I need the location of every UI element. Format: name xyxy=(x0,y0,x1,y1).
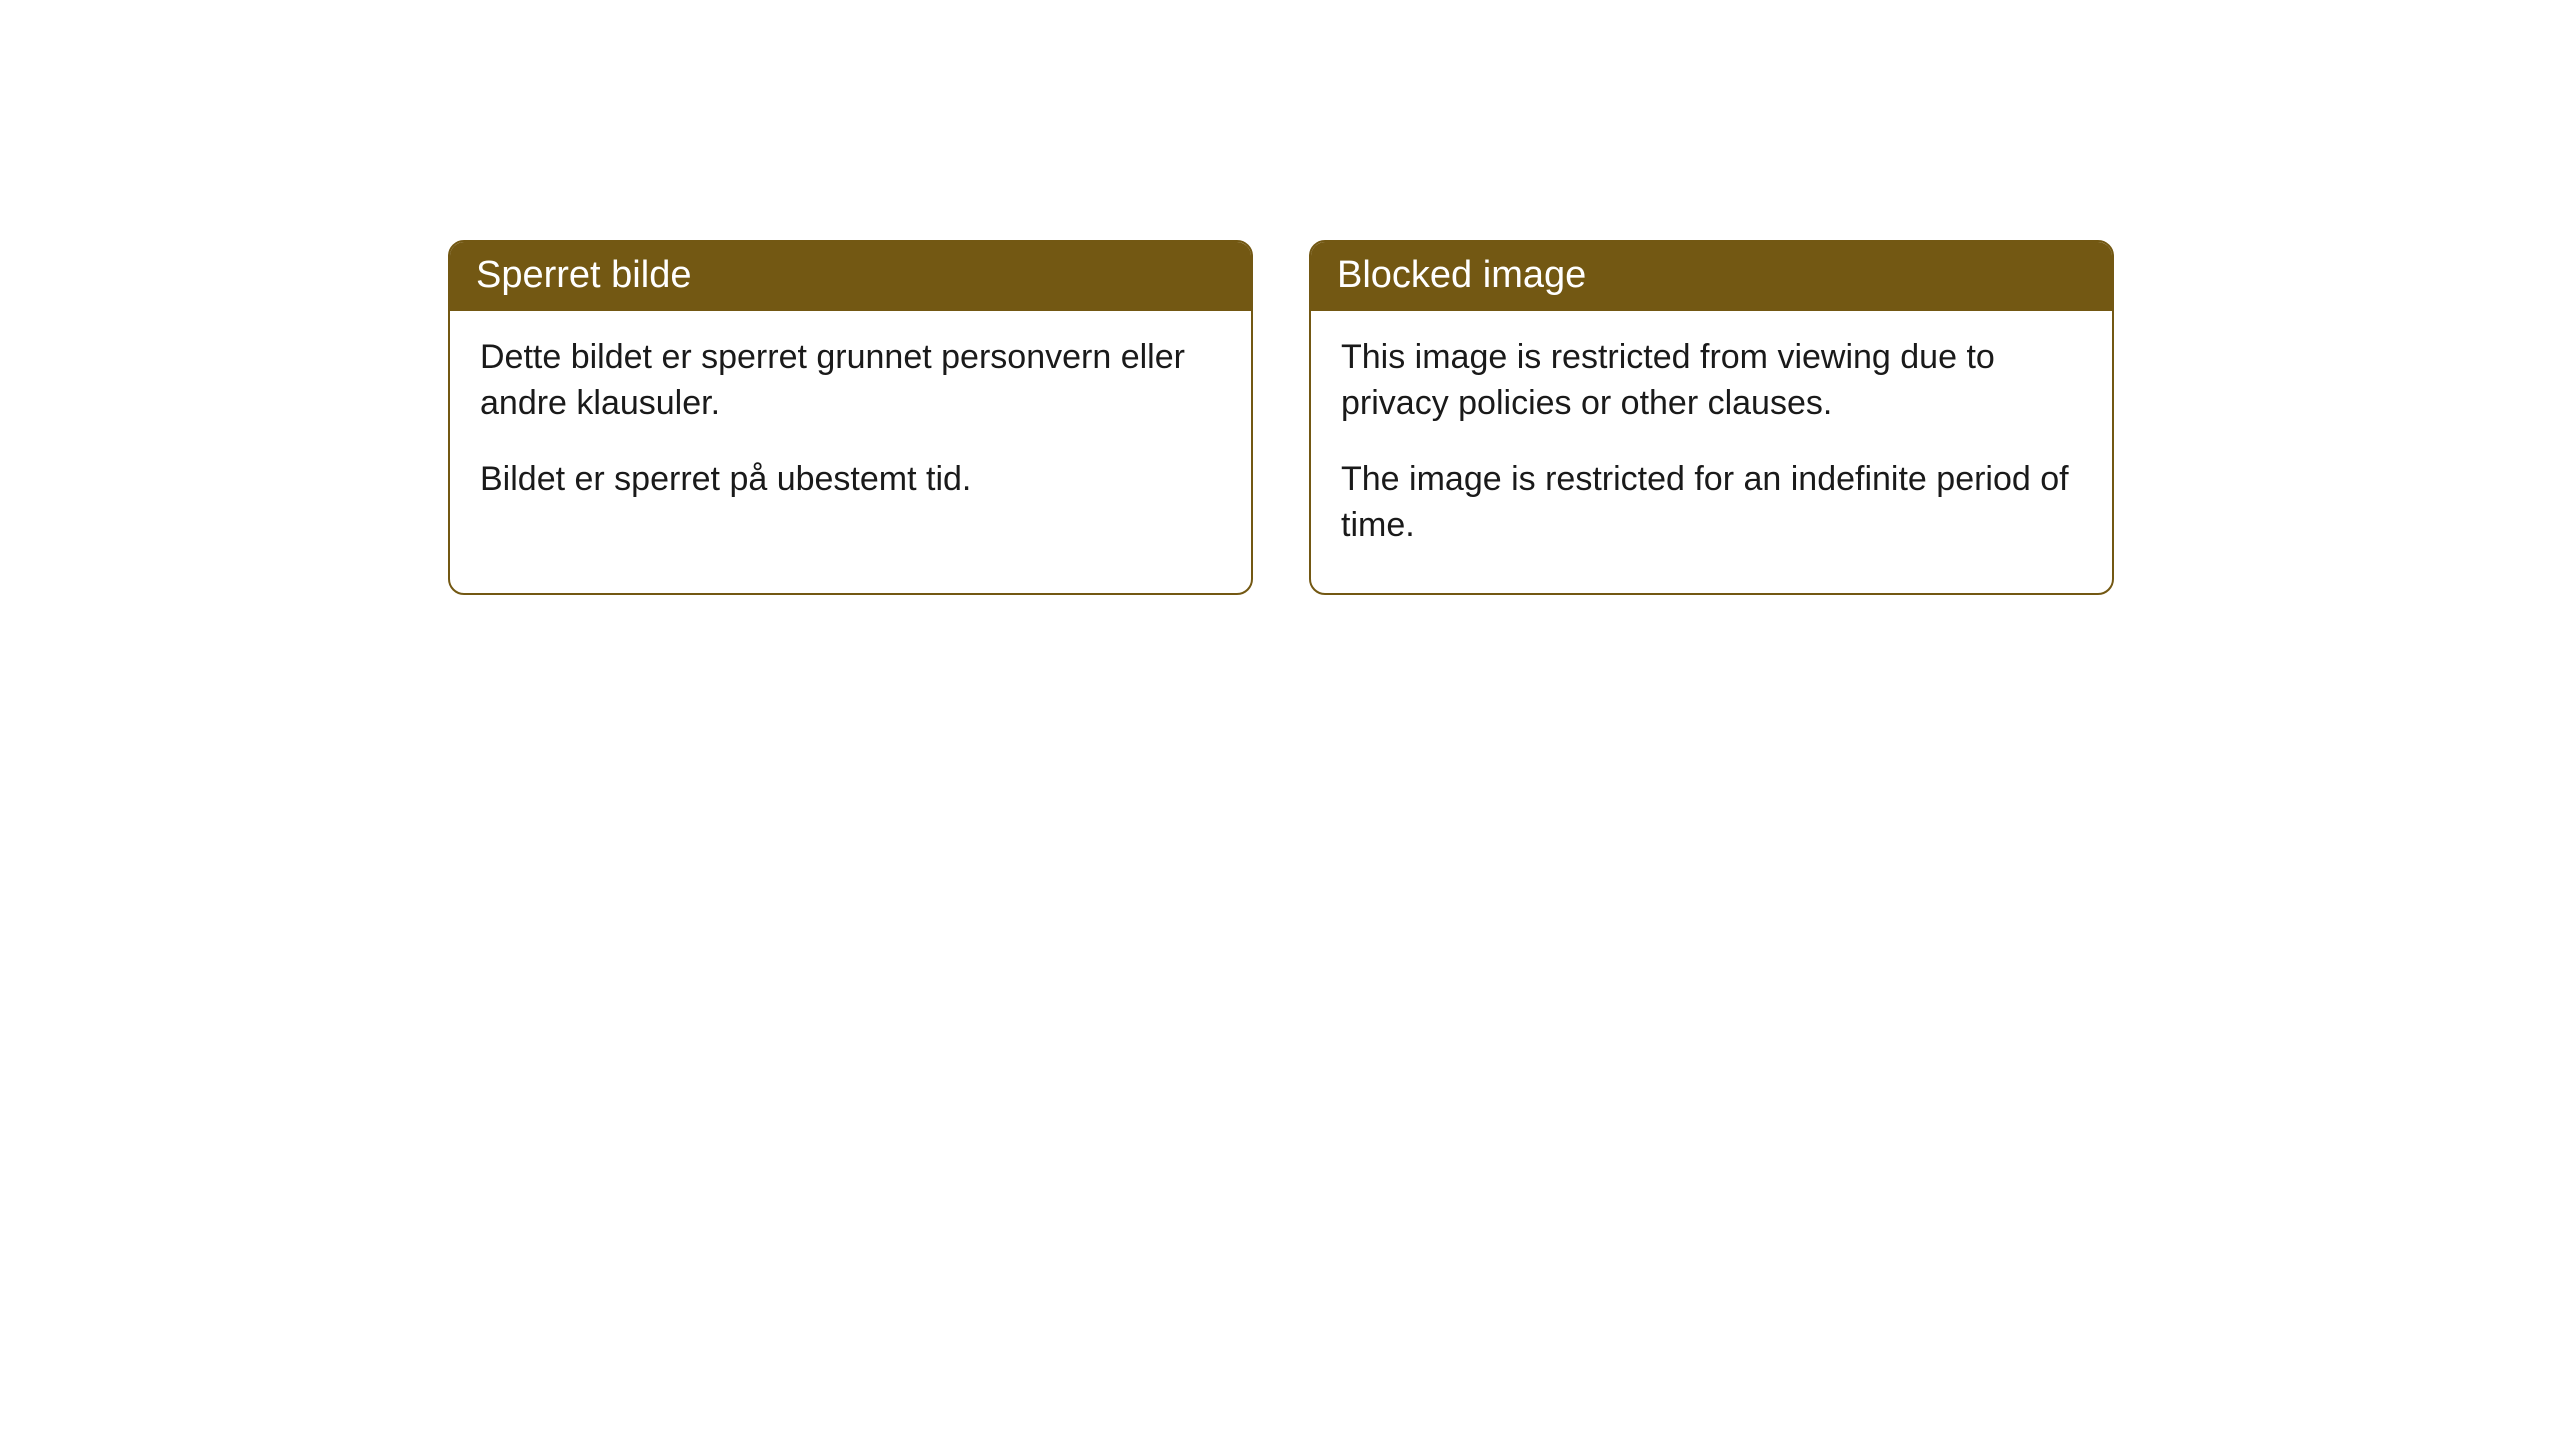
notice-card-norwegian: Sperret bilde Dette bildet er sperret gr… xyxy=(448,240,1253,595)
card-paragraph: Dette bildet er sperret grunnet personve… xyxy=(480,335,1221,427)
card-paragraph: The image is restricted for an indefinit… xyxy=(1341,457,2082,549)
notice-cards-container: Sperret bilde Dette bildet er sperret gr… xyxy=(448,240,2560,595)
card-body: This image is restricted from viewing du… xyxy=(1311,311,2112,593)
card-paragraph: This image is restricted from viewing du… xyxy=(1341,335,2082,427)
card-title: Blocked image xyxy=(1311,242,2112,311)
card-title: Sperret bilde xyxy=(450,242,1251,311)
card-paragraph: Bildet er sperret på ubestemt tid. xyxy=(480,457,1221,503)
notice-card-english: Blocked image This image is restricted f… xyxy=(1309,240,2114,595)
card-body: Dette bildet er sperret grunnet personve… xyxy=(450,311,1251,547)
